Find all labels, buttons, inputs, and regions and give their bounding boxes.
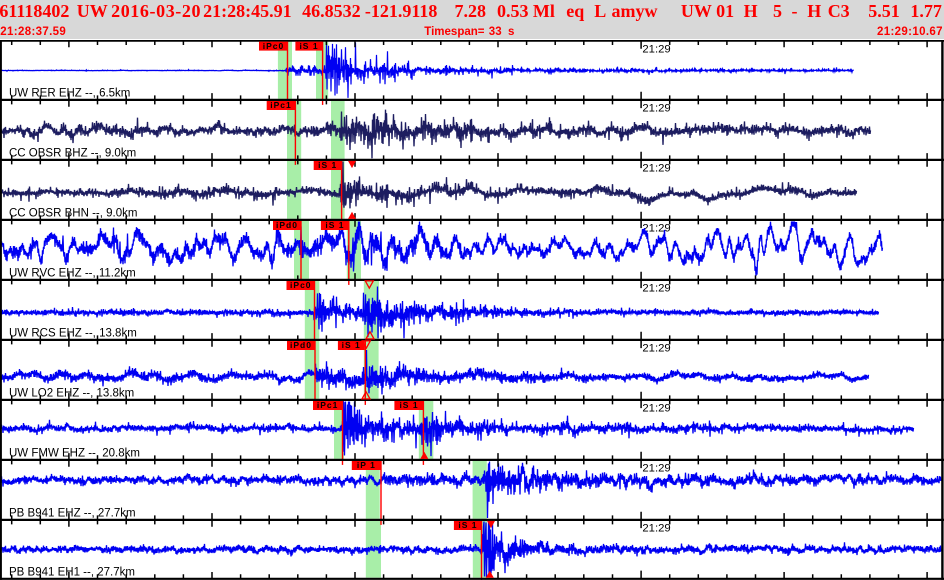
svg-text:iPc0: iPc0 <box>290 280 312 290</box>
svg-text:iS 1: iS 1 <box>318 160 337 170</box>
svg-text:PB B941 EH1 --, 27.7km: PB B941 EH1 --, 27.7km <box>9 567 135 579</box>
svg-text:UW RVC EHZ --, 11.2km: UW RVC EHZ --, 11.2km <box>9 268 136 280</box>
svg-text:21:29: 21:29 <box>642 523 670 535</box>
svg-text:21:29: 21:29 <box>642 463 670 475</box>
svg-text:iPd0: iPd0 <box>276 220 298 230</box>
svg-text:iPc1: iPc1 <box>270 100 292 110</box>
svg-text:UW FMW EHZ --, 20.8km: UW FMW EHZ --, 20.8km <box>9 448 140 460</box>
svg-text:UW RER EHZ --, 6.5km: UW RER EHZ --, 6.5km <box>9 88 130 100</box>
svg-text:iPc0: iPc0 <box>263 41 285 51</box>
svg-text:iPc1: iPc1 <box>317 400 339 410</box>
svg-text:21:29: 21:29 <box>642 283 670 295</box>
svg-text:iP 1: iP 1 <box>357 460 376 470</box>
svg-text:UW LO2 EHZ --, 13.8km: UW LO2 EHZ --, 13.8km <box>9 388 134 400</box>
svg-text:iS 1: iS 1 <box>325 220 344 230</box>
svg-text:21:29: 21:29 <box>642 403 670 415</box>
svg-text:21:29: 21:29 <box>642 43 670 55</box>
svg-text:CC OBSR BHZ --, 9.0km: CC OBSR BHZ --, 9.0km <box>9 148 136 160</box>
svg-text:21:29: 21:29 <box>642 163 670 175</box>
svg-text:iPd0: iPd0 <box>290 340 312 350</box>
svg-text:iS 1: iS 1 <box>342 340 361 350</box>
svg-text:21:29: 21:29 <box>642 223 670 235</box>
svg-text:iS 1: iS 1 <box>458 520 477 530</box>
svg-text:iS 1: iS 1 <box>299 41 318 51</box>
svg-text:iS 1: iS 1 <box>399 400 418 410</box>
svg-text:CC OBSR BHN --, 9.0km: CC OBSR BHN --, 9.0km <box>9 208 137 220</box>
svg-text:21:29: 21:29 <box>642 103 670 115</box>
svg-text:21:29: 21:29 <box>642 343 670 355</box>
svg-text:UW RCS EHZ --, 13.8km: UW RCS EHZ --, 13.8km <box>9 328 137 340</box>
svg-text:PB B941 EHZ --, 27.7km: PB B941 EHZ --, 27.7km <box>9 508 136 520</box>
